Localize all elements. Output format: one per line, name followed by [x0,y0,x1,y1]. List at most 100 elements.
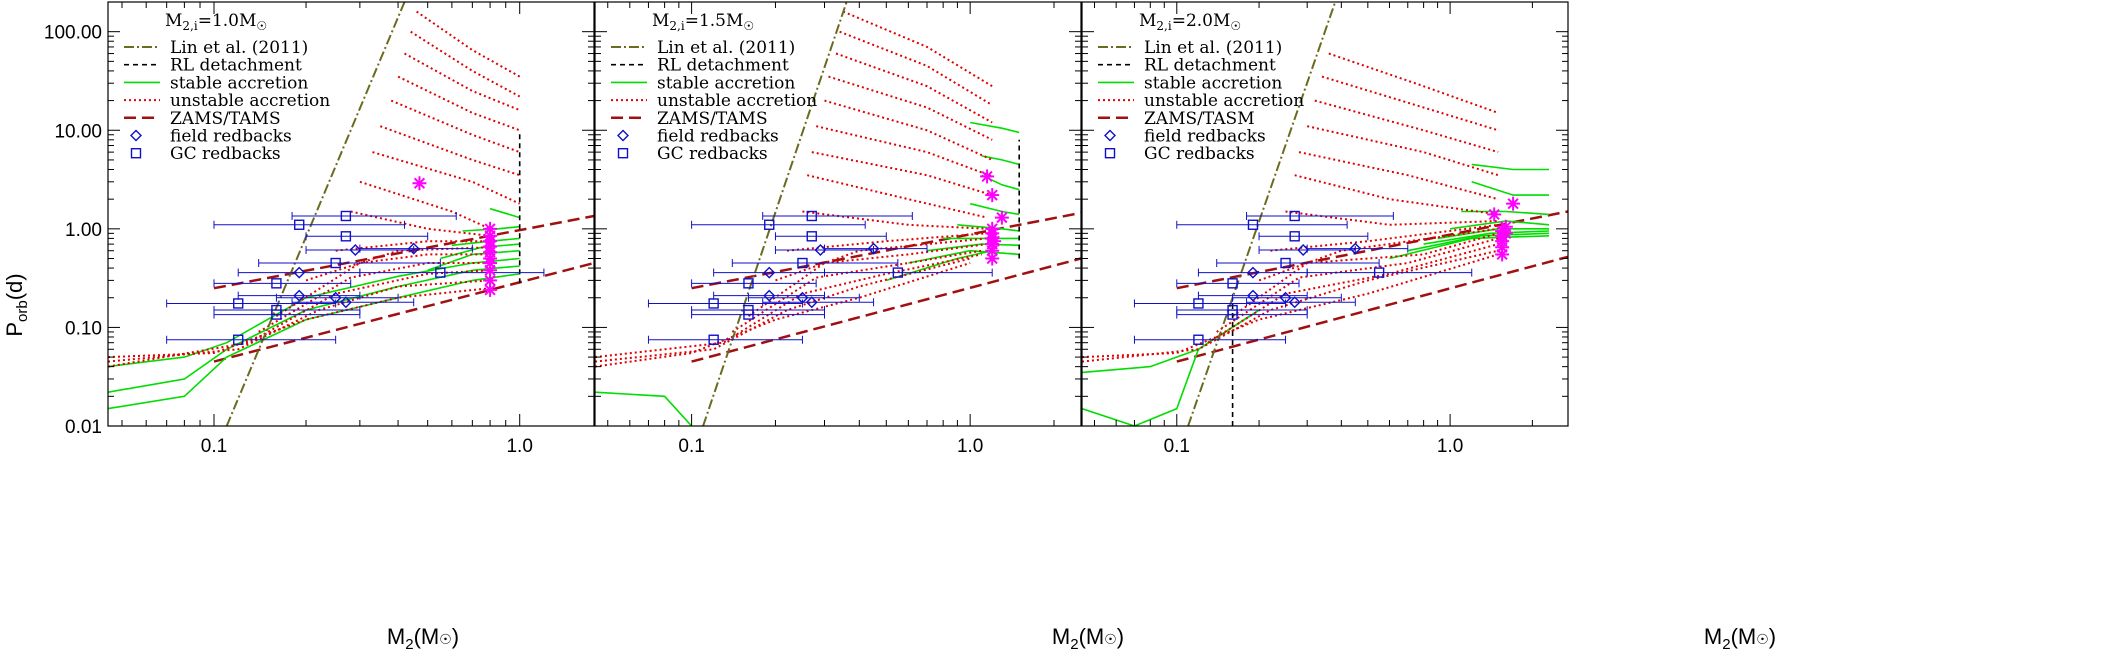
title-value: =1.0M [198,11,257,31]
unstable-track [108,287,491,359]
stable-track [970,121,1020,134]
unstable-track [416,10,521,78]
x-tick-label: 0.1 [678,436,704,457]
gc-redback-marker [340,210,352,222]
endpoint-marker [994,210,1009,225]
asterisk-stroke [986,223,998,235]
x-tick-label: 0.1 [201,436,227,457]
field-redback-marker [293,266,306,279]
endpoint-marker [1498,219,1513,234]
unstable-track [595,253,982,359]
unstable-track [1216,237,1499,333]
endpoint-marker [1487,207,1502,222]
legend-unstable-label: unstable accretion [170,91,330,111]
asterisk-stroke [986,189,998,201]
y-tick-label: 0.10 [65,318,102,339]
gc-redback-marker [1227,309,1238,320]
title-value: =1.5M [685,11,744,31]
unstable-track [1294,174,1499,216]
unstable-track [1082,249,1499,363]
gc-redback-marker [708,334,719,345]
unstable-track [1232,232,1499,318]
stable-track [108,265,520,393]
stable-track [957,224,1020,232]
endpoint-marker [980,169,995,184]
gc-redback-marker [271,309,282,320]
gc-redback-marker [1280,257,1291,269]
stable-track [970,202,1020,216]
gc-redback-marker [764,219,775,230]
endpoint-marker [985,221,1000,236]
unstable-track [835,52,993,124]
unstable-track [595,262,971,368]
stable-track [1471,163,1549,171]
gc-redback-marker [330,257,341,269]
x-axis-label-2: M2(M☉) [1052,624,1124,653]
unstable-track [806,174,988,219]
endpoint-marker [412,176,427,191]
asterisk-stroke [484,223,496,235]
zams-line [691,257,1081,363]
endpoint-marker [985,188,1000,203]
field-redback-marker [763,289,776,302]
legend-lin-label: Lin et al. (2011) [1144,38,1282,58]
unstable-track [410,30,521,98]
legend-rl-label: RL detachment [170,56,302,76]
title-sub: 2,i [182,19,197,33]
stable-track [427,249,520,272]
stable-track [1461,210,1550,216]
field-redback-marker [407,242,420,255]
legend-field-swatch [1104,129,1116,142]
stable-track [981,155,1020,166]
unstable-track [258,262,491,333]
unstable-track [802,210,988,230]
panel-title: M2,i=1.0M☉ [165,11,267,33]
x-tick-label: 0.1 [1164,436,1190,457]
tams-line [213,214,594,290]
unstable-track [839,30,993,106]
unstable-track [397,75,521,132]
legend-gc-label: GC redbacks [170,144,281,164]
asterisk-stroke [988,235,1000,247]
gc-redback-marker [340,231,352,242]
x-axis-label-1: M2(M☉) [387,624,459,653]
zams-line [1176,255,1568,363]
legend-gc-label: GC redbacks [1144,144,1255,164]
unstable-track [1314,99,1499,154]
title-value: =2.0M [1172,11,1231,31]
legend-gc-swatch [1104,147,1116,159]
unstable-track [305,246,491,282]
stable-track [595,391,693,426]
sun-symbol: ☉ [439,631,452,647]
panel-middle: 0.1 1.0 M2,i=1.5M☉ Lin et al. (2011)RL deta… [594,1,1082,457]
unstable-track [1306,125,1499,177]
legend-rl-label: RL detachment [1144,56,1276,76]
legend-lin-label: Lin et al. (2011) [657,38,795,58]
gc-redback-marker [1193,334,1204,345]
gc-redback-marker [233,298,244,309]
unstable-track [811,151,993,197]
asterisk-stroke [1488,208,1500,221]
plot-frame [1081,1,1569,427]
stable-track [1082,309,1260,374]
unstable-track [108,279,491,363]
unstable-track [1321,75,1499,132]
lin-line [225,2,406,426]
unstable-track [824,99,993,161]
unstable-track [350,210,491,237]
unstable-track [335,240,491,252]
zams-line [213,261,594,363]
gc-redback-marker [743,309,754,320]
gc-redback-marker [806,231,817,242]
y-tick-label: 100.00 [44,23,102,44]
gc-redback-marker [743,278,754,289]
legend-gc-swatch [617,147,629,159]
endpoint-marker [1506,196,1521,211]
unstable-track [379,125,521,177]
unstable-track [372,151,521,205]
gc-redback-marker [1373,267,1385,278]
stable-track [1407,232,1550,252]
gc-redback-marker [708,298,719,309]
field-redback-marker [1297,244,1310,256]
